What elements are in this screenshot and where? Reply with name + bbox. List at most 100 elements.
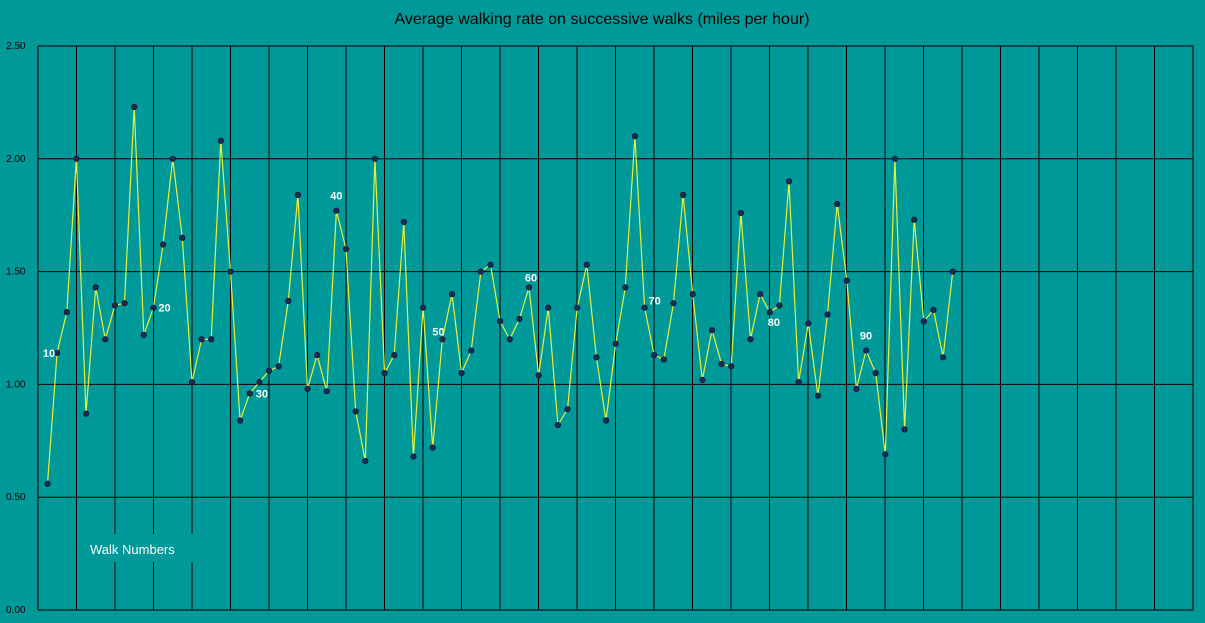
data-point (237, 417, 244, 424)
y-tick-label: 2.50 (6, 41, 26, 52)
data-label: 20 (158, 303, 170, 315)
data-point (535, 372, 542, 379)
data-point (314, 351, 321, 359)
y-tick-label: 0.50 (6, 492, 26, 503)
data-point (641, 304, 648, 311)
data-point (439, 336, 446, 343)
data-label: 60 (525, 272, 537, 284)
legend-box (78, 534, 194, 562)
data-point (891, 155, 899, 162)
data-point (872, 370, 879, 377)
data-point (949, 268, 956, 275)
data-point (131, 103, 138, 111)
data-point (525, 284, 533, 291)
data-point (497, 318, 504, 325)
data-point (54, 349, 61, 356)
data-point (121, 300, 128, 307)
data-point (718, 360, 725, 368)
data-point (111, 302, 119, 309)
data-point (834, 200, 841, 208)
data-point (679, 191, 687, 198)
data-point (766, 309, 773, 316)
data-point (545, 304, 552, 311)
data-point (824, 311, 831, 318)
data-point (631, 133, 639, 140)
data-point (516, 315, 523, 323)
data-point (708, 327, 716, 334)
data-point (487, 261, 494, 268)
y-tick-label: 2.00 (6, 154, 26, 165)
data-point (44, 480, 51, 487)
data-point (159, 241, 167, 248)
data-point (785, 178, 793, 185)
data-point (468, 347, 475, 354)
data-label: 40 (330, 191, 342, 203)
data-point (670, 300, 677, 307)
data-point (410, 453, 417, 460)
data-point (140, 331, 147, 338)
data-point (73, 155, 80, 162)
data-point (853, 385, 860, 393)
data-point (564, 406, 571, 413)
data-label: 80 (768, 317, 780, 329)
data-point (63, 309, 70, 316)
data-point (265, 367, 273, 374)
y-axis-tick-labels: 0.00 0.50 1.00 1.50 2.00 2.50 (6, 41, 26, 616)
data-point (227, 268, 234, 275)
data-point (294, 191, 301, 198)
data-point (660, 356, 667, 363)
data-point (776, 302, 783, 309)
data-points (44, 103, 956, 487)
data-point (689, 291, 696, 298)
data-point (862, 347, 870, 354)
legend-label: Walk Numbers (90, 542, 175, 557)
y-tick-label: 1.50 (6, 267, 26, 278)
data-point (217, 137, 224, 144)
data-point (208, 336, 215, 343)
data-point (169, 155, 176, 162)
data-label: 90 (860, 331, 872, 343)
data-point (246, 390, 253, 397)
data-point (939, 354, 947, 361)
data-point (574, 304, 581, 311)
data-point (911, 216, 918, 223)
data-point (82, 410, 90, 417)
data-point (477, 268, 484, 275)
data-point (795, 379, 802, 386)
data-point (612, 340, 619, 347)
data-label: 70 (649, 296, 661, 308)
data-point (198, 336, 205, 343)
data-point (381, 370, 388, 377)
data-point (304, 385, 311, 393)
data-point (728, 363, 735, 370)
data-point (275, 363, 282, 370)
data-point (747, 336, 754, 343)
grid (37, 45, 1194, 611)
data-point (554, 421, 561, 429)
data-label: 50 (432, 326, 444, 338)
legend: Walk Numbers (78, 534, 194, 562)
data-point (506, 336, 513, 343)
data-point (920, 318, 927, 325)
data-point (333, 207, 340, 214)
data-point (102, 336, 109, 343)
data-point (930, 306, 937, 314)
data-point (342, 245, 350, 253)
data-point (882, 451, 889, 458)
data-point (352, 408, 359, 415)
data-point (429, 444, 436, 451)
data-point (805, 320, 812, 327)
data-point (256, 379, 263, 386)
data-point (699, 376, 706, 383)
chart-title: Average walking rate on successive walks… (395, 11, 810, 28)
data-point (400, 218, 407, 226)
data-point (323, 388, 330, 395)
data-point (843, 277, 850, 284)
data-point (814, 392, 822, 399)
y-tick-label: 1.00 (6, 379, 26, 390)
data-point (179, 234, 186, 241)
data-point (901, 426, 908, 433)
data-point (583, 261, 590, 268)
data-labels: 10 20 30 40 50 60 70 80 90 (43, 191, 872, 401)
